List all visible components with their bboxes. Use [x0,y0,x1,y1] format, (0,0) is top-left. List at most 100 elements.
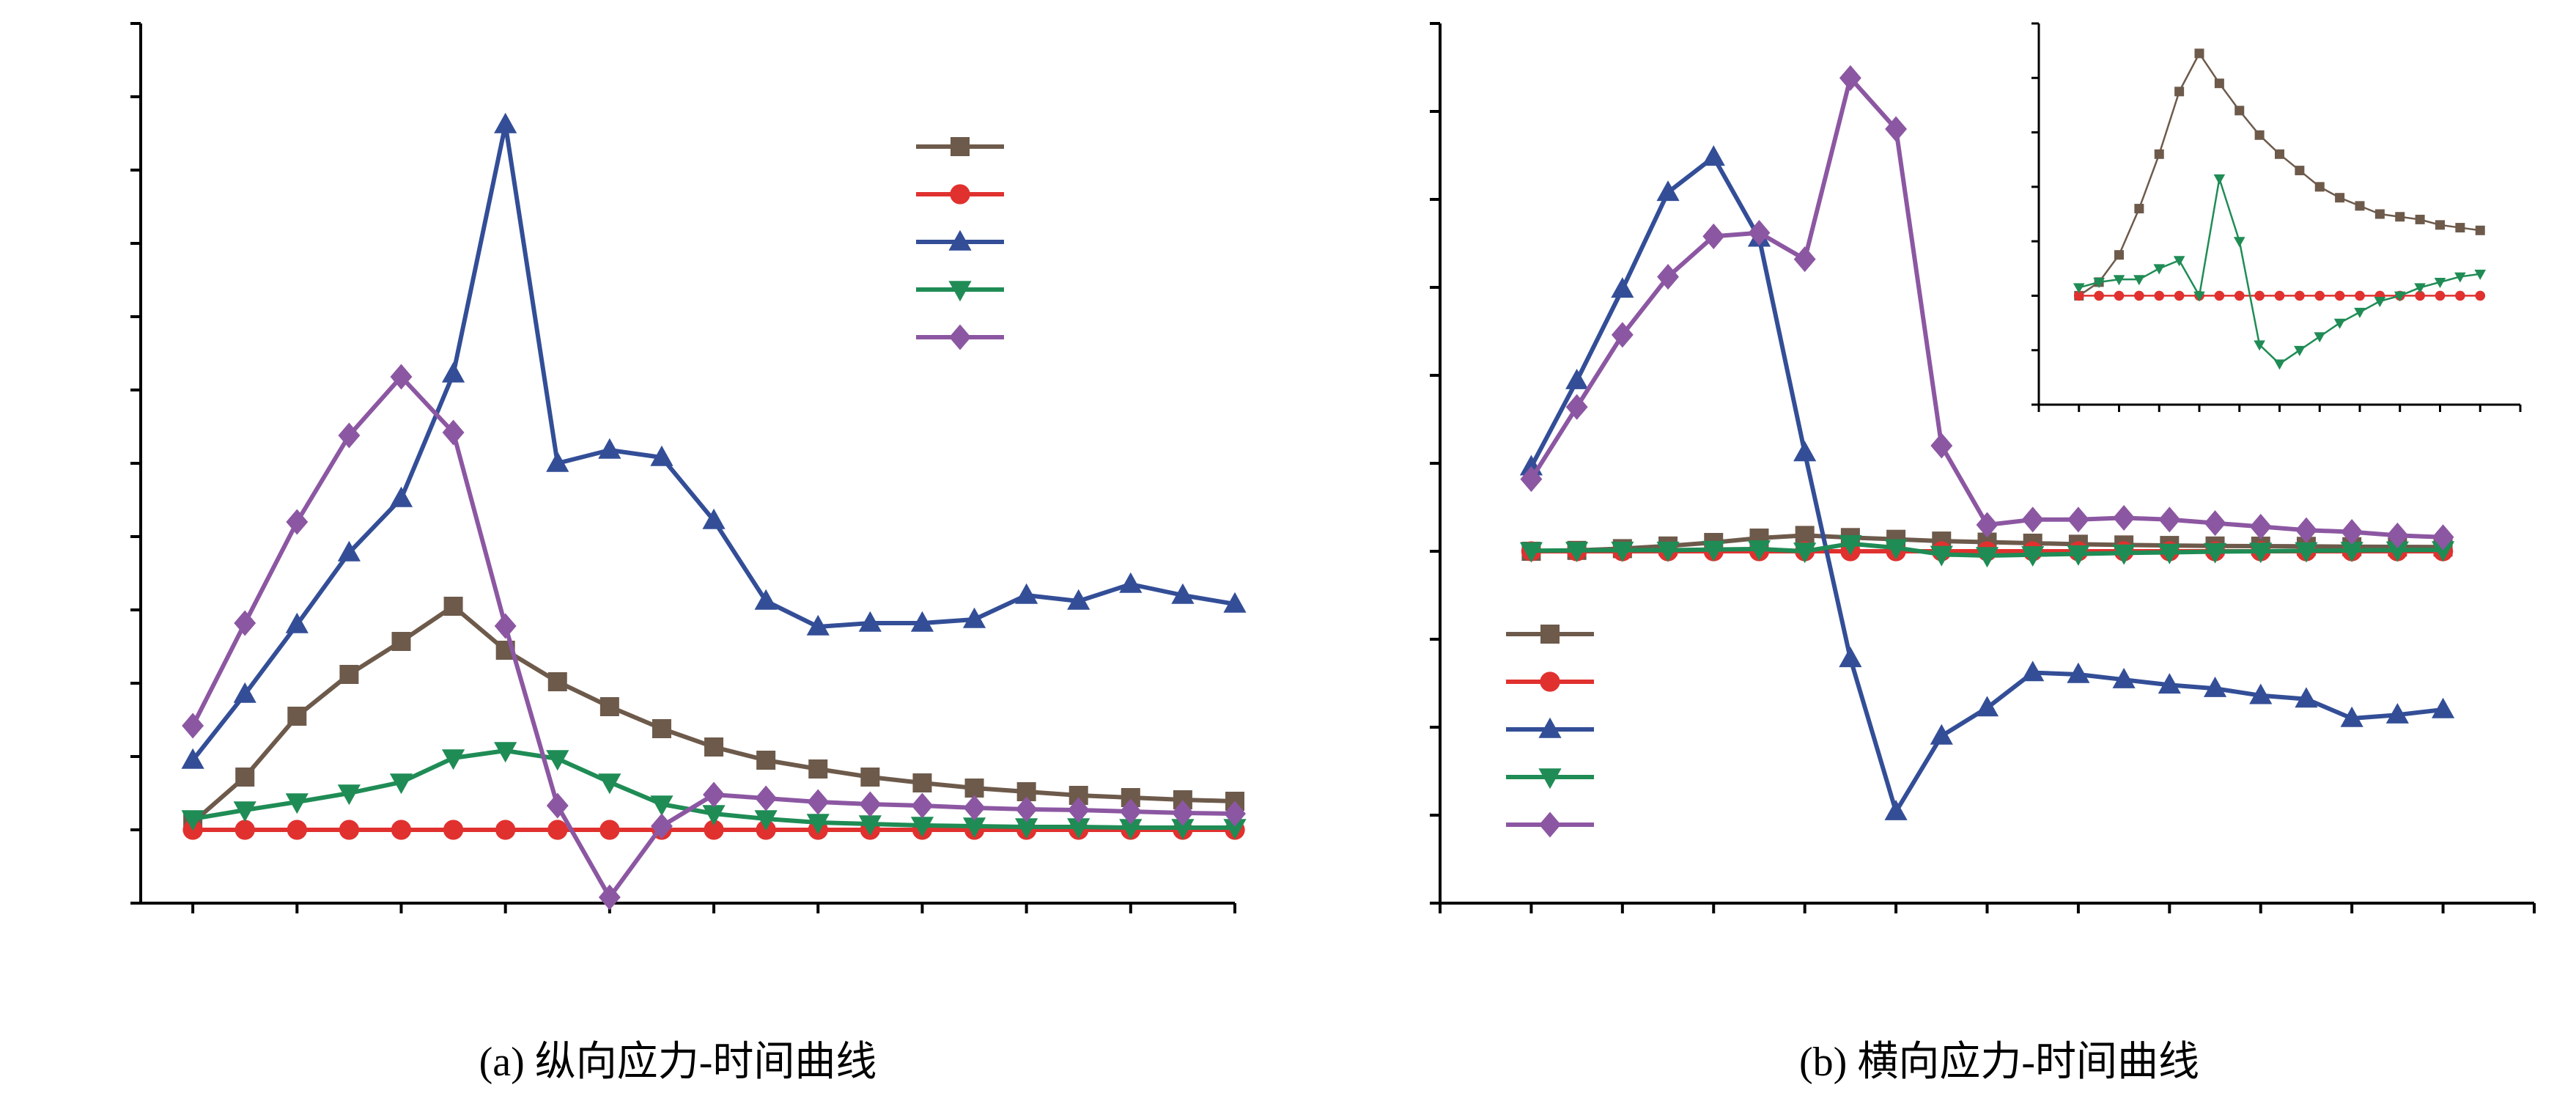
data-point [2203,676,2227,697]
data-point [2254,340,2265,351]
data-point [2214,290,2225,301]
data-point [441,749,465,770]
data-point [2021,546,2045,567]
data-point [2094,290,2104,301]
data-point [963,795,986,821]
data-point [1224,801,1246,827]
data-point [754,810,778,831]
data-point [442,419,465,446]
data-point [2475,225,2485,235]
data-point [702,805,726,826]
data-point [2254,130,2265,140]
data-point [1930,545,1953,567]
data-point [234,610,257,636]
panel-a-longitudinal-stress [130,22,1247,913]
data-point [1223,592,1247,613]
data-point [2374,297,2386,307]
panel-b-inset [2031,22,2522,412]
legend-marker [948,281,972,302]
legend [916,137,1004,350]
data-point [2274,290,2285,301]
data-point [2385,702,2409,724]
data-point [1885,116,1908,142]
data-point [2173,256,2185,267]
data-point [390,364,413,390]
data-point [2295,517,2317,543]
data-point [703,781,725,808]
legend-marker [951,137,970,156]
data-point [2355,290,2365,301]
data-point [2435,290,2446,301]
data-point [2154,290,2165,301]
data-point [546,750,569,771]
data-point [755,785,778,812]
legend-marker [950,184,970,205]
data-point [1565,368,1589,389]
data-point [1657,264,1679,290]
data-point [599,697,619,716]
data-point [2415,214,2425,224]
data-point [2233,237,2245,248]
data-point [286,509,309,535]
data-point [2295,542,2318,563]
data-point [2213,174,2226,185]
legend-marker [1540,625,1560,644]
data-point [704,820,724,840]
data-point [1839,647,1862,668]
data-point [546,792,569,819]
data-point [806,614,830,636]
data-point [2067,507,2089,533]
data-point [2158,543,2181,564]
data-point [494,112,517,133]
data-point [1793,441,1817,462]
data-point [2475,290,2486,301]
data-point [1884,799,1908,820]
legend-marker [1539,812,1561,838]
data-point [2314,332,2326,343]
data-point [2414,283,2426,294]
series-3 [181,742,1247,840]
data-point [1171,583,1195,604]
data-point [1223,819,1247,840]
data-point [2341,519,2363,545]
data-point [2394,291,2406,302]
legend [1506,625,1594,838]
data-point [441,361,465,383]
data-point [2386,522,2409,548]
data-point [181,748,204,769]
series-1 [2073,290,2486,301]
data-point [1975,696,1999,717]
data-point [494,742,517,763]
data-point [1793,246,1816,273]
data-point [2435,220,2445,230]
data-point [1171,819,1195,840]
data-point [233,682,257,703]
data-point [2294,345,2306,356]
data-point [1611,541,1634,562]
data-point [2335,193,2345,203]
data-point [1067,589,1090,610]
data-point [2158,673,2181,694]
data-point [1119,819,1143,840]
data-point [495,820,516,840]
data-point [858,815,882,836]
data-point [2249,683,2273,704]
data-point [2295,290,2305,301]
data-point [2249,542,2273,564]
data-point [599,820,620,840]
data-point [1839,534,1862,556]
data-point [2021,507,2044,533]
series-4 [1520,65,2454,551]
data-point [1015,796,1038,822]
data-point [1702,223,1725,249]
data-point [1565,394,1588,420]
series-line [1529,76,2443,540]
data-point [650,795,673,817]
data-point [1930,724,1953,745]
series-2 [2073,174,2487,370]
data-point [2112,667,2136,688]
series-0 [183,597,1244,832]
data-point [2454,272,2466,283]
data-point [389,773,413,795]
